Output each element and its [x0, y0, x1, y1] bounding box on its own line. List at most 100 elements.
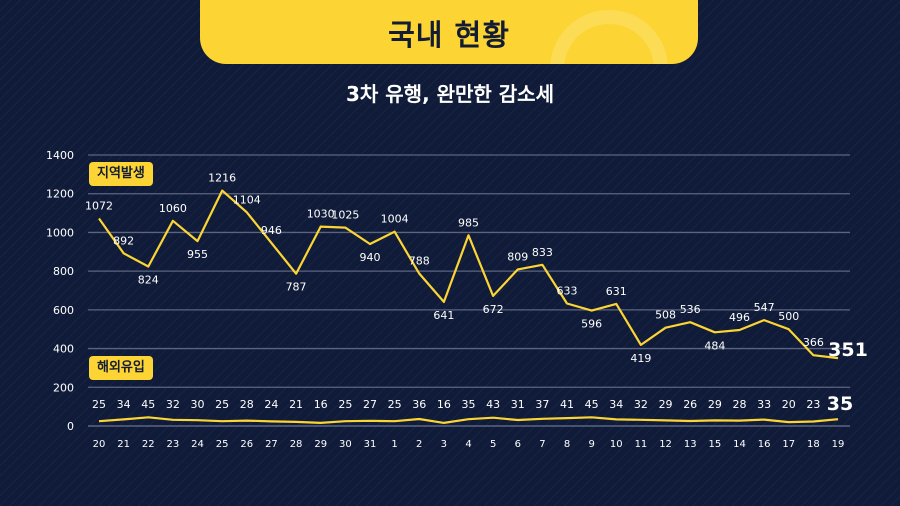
x-tick-label: 1 — [391, 439, 397, 450]
data-label-imported: 29 — [708, 398, 722, 411]
x-tick-label: 31 — [364, 439, 377, 450]
chart-subtitle: 3차 유행, 완만한 감소세 — [345, 82, 554, 106]
y-tick-label: 1000 — [46, 226, 74, 239]
data-label-imported: 34 — [117, 398, 131, 411]
y-tick-label: 0 — [67, 420, 74, 433]
data-label-imported: 21 — [289, 398, 303, 411]
data-label-local: 631 — [606, 285, 627, 298]
x-tick-label: 26 — [240, 439, 253, 450]
data-label-imported: 45 — [585, 398, 599, 411]
data-label-local: 508 — [655, 309, 676, 322]
x-tick-label: 30 — [339, 439, 352, 450]
data-label-imported: 36 — [412, 398, 426, 411]
data-label-imported: 37 — [535, 398, 549, 411]
data-label-local: 1104 — [233, 193, 261, 206]
data-label-imported: 27 — [363, 398, 377, 411]
data-label-local: 547 — [754, 301, 775, 314]
data-label-imported: 28 — [240, 398, 254, 411]
data-label-local: 1025 — [331, 209, 359, 222]
data-label-imported: 45 — [141, 398, 155, 411]
x-tick-label: 21 — [117, 439, 130, 450]
x-tick-label: 18 — [807, 439, 820, 450]
y-tick-label: 600 — [53, 304, 74, 317]
data-label-local: 955 — [187, 248, 208, 261]
data-label-imported: 29 — [659, 398, 673, 411]
data-label-imported: 25 — [338, 398, 352, 411]
data-label-imported: 23 — [806, 398, 820, 411]
data-label-local: 787 — [286, 281, 307, 294]
x-tick-label: 14 — [733, 439, 746, 450]
x-tick-label: 24 — [191, 439, 204, 450]
data-label-imported: 25 — [92, 398, 106, 411]
x-tick-label: 7 — [539, 439, 545, 450]
data-label-local: 1060 — [159, 202, 187, 215]
series-tag-local: 지역발생 — [89, 162, 153, 186]
last-value-local: 351 — [828, 339, 868, 361]
data-label-local: 633 — [557, 284, 578, 297]
data-label-imported: 43 — [486, 398, 500, 411]
last-value-imported: 35 — [827, 393, 853, 415]
x-tick-label: 27 — [265, 439, 278, 450]
data-label-local: 484 — [704, 339, 725, 352]
page-title: 국내 현황 — [388, 18, 510, 52]
y-tick-label: 1400 — [46, 149, 74, 162]
data-label-local: 1216 — [208, 172, 236, 185]
data-label-local: 940 — [359, 251, 380, 264]
data-label-imported: 24 — [264, 398, 278, 411]
data-label-local: 809 — [507, 250, 528, 263]
x-tick-label: 22 — [142, 439, 155, 450]
y-tick-label: 200 — [53, 381, 74, 394]
data-label-imported: 34 — [609, 398, 623, 411]
data-label-imported: 16 — [437, 398, 451, 411]
data-label-imported: 32 — [634, 398, 648, 411]
data-label-local: 596 — [581, 318, 602, 331]
data-label-local: 536 — [680, 303, 701, 316]
x-tick-label: 17 — [782, 439, 795, 450]
data-label-local: 496 — [729, 311, 750, 324]
data-label-imported: 28 — [732, 398, 746, 411]
data-label-local: 946 — [261, 224, 282, 237]
data-label-local: 1072 — [85, 199, 113, 212]
x-tick-label: 2 — [416, 439, 422, 450]
data-label-local: 985 — [458, 216, 479, 229]
x-tick-label: 28 — [290, 439, 303, 450]
data-label-local: 892 — [113, 234, 134, 247]
x-tick-label: 4 — [465, 439, 471, 450]
series-line-imported — [98, 416, 839, 424]
data-label-local: 641 — [433, 309, 454, 322]
x-tick-label: 29 — [314, 439, 327, 450]
series-tag-imported: 해외유입 — [89, 356, 153, 380]
x-tick-label: 16 — [758, 439, 771, 450]
x-tick-label: 6 — [515, 439, 521, 450]
series-line-local — [98, 189, 839, 360]
x-tick-label: 5 — [490, 439, 496, 450]
data-label-imported: 35 — [462, 398, 476, 411]
data-label-imported: 32 — [166, 398, 180, 411]
x-tick-label: 12 — [659, 439, 672, 450]
data-label-local: 672 — [483, 303, 504, 316]
x-tick-label: 15 — [708, 439, 721, 450]
x-tick-label: 19 — [832, 439, 845, 450]
data-label-local: 500 — [778, 310, 799, 323]
data-label-local: 833 — [532, 246, 553, 259]
data-label-imported: 25 — [388, 398, 402, 411]
data-label-imported: 25 — [215, 398, 229, 411]
x-tick-label: 10 — [610, 439, 623, 450]
data-label-imported: 30 — [191, 398, 205, 411]
data-label-imported: 41 — [560, 398, 574, 411]
x-tick-label: 13 — [684, 439, 697, 450]
data-label-local: 419 — [630, 352, 651, 365]
y-tick-label: 1200 — [46, 188, 74, 201]
y-tick-label: 400 — [53, 343, 74, 356]
x-tick-label: 11 — [635, 439, 648, 450]
data-label-local: 788 — [409, 254, 430, 267]
x-tick-label: 8 — [564, 439, 570, 450]
x-tick-label: 3 — [441, 439, 447, 450]
title-banner: 국내 현황 — [200, 0, 698, 64]
data-label-imported: 16 — [314, 398, 328, 411]
x-tick-label: 20 — [93, 439, 106, 450]
data-label-imported: 20 — [782, 398, 796, 411]
data-label-imported: 33 — [757, 398, 771, 411]
data-label-imported: 31 — [511, 398, 525, 411]
